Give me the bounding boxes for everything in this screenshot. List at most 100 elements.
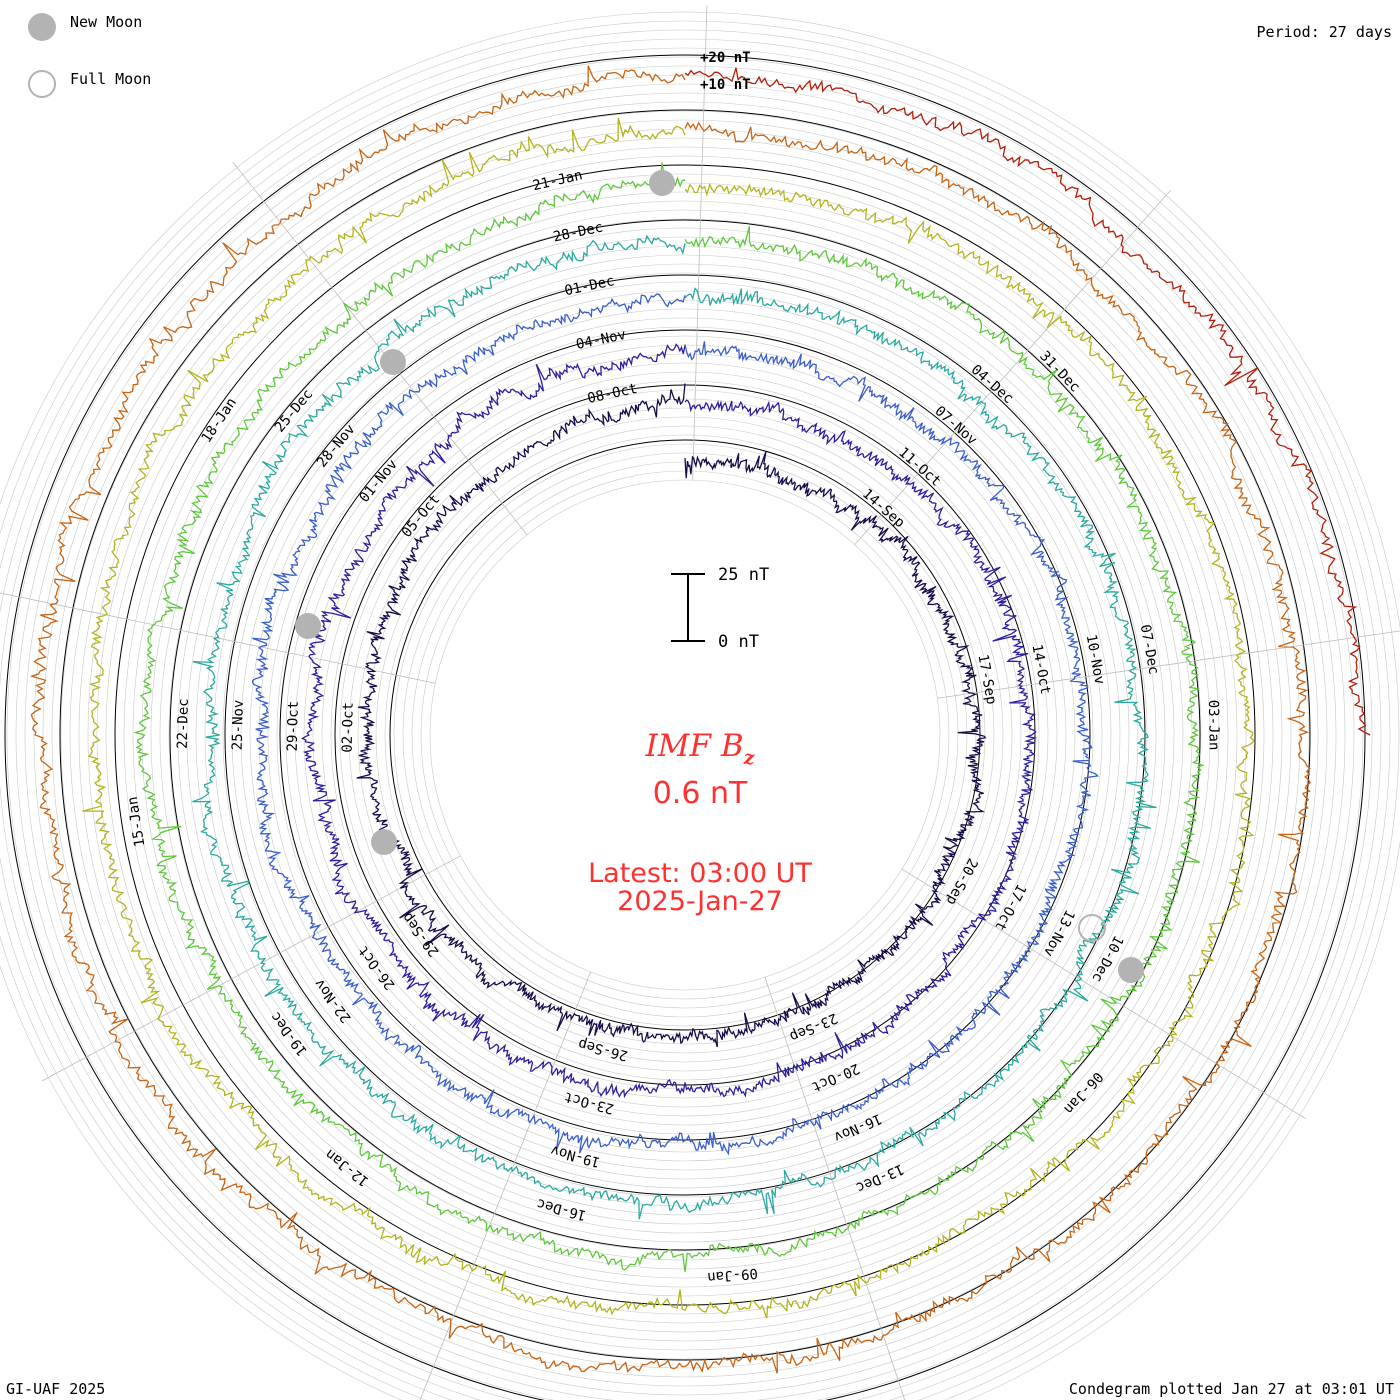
- grid-ring: [0, 20, 1400, 1400]
- date-label: 01-Nov: [356, 457, 401, 506]
- grid-ring: [276, 326, 1094, 1144]
- grid-ring: [6, 56, 1364, 1400]
- grid-ring: [384, 434, 986, 1036]
- series-rotation-8: [684, 67, 1371, 736]
- date-label: 19-Dec: [268, 1009, 311, 1059]
- scale-bar: 25 nT 0 nT: [671, 565, 769, 652]
- day-spoke: [854, 189, 1172, 545]
- full-moon-icon: [28, 70, 56, 98]
- grid-ring: [321, 371, 1049, 1099]
- date-label: 25-Nov: [230, 699, 247, 750]
- grid-ring: [348, 398, 1022, 1072]
- day-spoke: [419, 971, 592, 1400]
- series-rotation-7: [29, 65, 1312, 1374]
- grid-ring: [213, 263, 1157, 1207]
- date-label: 25-Dec: [272, 386, 317, 435]
- grid-ring: [87, 137, 1283, 1333]
- current-value: 0.6 nT: [652, 776, 748, 811]
- date-label: 13-Dec: [853, 1160, 906, 1195]
- scale-bar-bottom-label: 0 nT: [718, 632, 759, 652]
- grid-ring: [42, 92, 1328, 1378]
- grid-ring: [168, 218, 1202, 1252]
- series-rotation-4: [192, 234, 1157, 1220]
- new-moon-marker: [295, 613, 321, 639]
- grid-ring: [51, 101, 1319, 1369]
- day-spoke: [41, 855, 461, 1082]
- series-rotation-5: [133, 162, 1205, 1272]
- grid-ring: [96, 146, 1274, 1324]
- plus10-label: +10 nT: [700, 77, 751, 93]
- date-labels: 14-Sep17-Sep20-Sep23-Sep26-Sep29-Sep02-O…: [125, 167, 1222, 1285]
- date-label: 28-Dec: [552, 219, 605, 245]
- day-spokes: [0, 5, 1400, 1400]
- plus20-label: +20 nT: [700, 50, 751, 66]
- grid-ring: [231, 281, 1139, 1189]
- footer-credit: GI-UAF 2025: [6, 1380, 106, 1398]
- grid-ring: [177, 227, 1193, 1243]
- new-moon-marker: [371, 829, 397, 855]
- grid-ring: [132, 182, 1238, 1288]
- date-label: 16-Dec: [535, 1195, 588, 1223]
- grid-ring: [0, 11, 1400, 1400]
- scale-bar-top-label: 25 nT: [718, 565, 769, 585]
- grid-ring: [204, 254, 1166, 1216]
- period-label: Period: 27 days: [1256, 23, 1392, 41]
- latest-time: Latest: 03:00 UT: [588, 858, 812, 889]
- title-main: IMF B: [645, 728, 744, 764]
- date-label: 03-Jan: [1205, 700, 1222, 751]
- grid-ring: [78, 128, 1292, 1342]
- day-spoke: [232, 161, 528, 536]
- footer-timestamp: Condegram plotted Jan 27 at 03:01 UT: [1068, 1380, 1394, 1398]
- date-label: 09-Jan: [707, 1265, 759, 1285]
- day-spoke: [764, 977, 906, 1400]
- date-label: 02-Oct: [340, 702, 357, 753]
- day-spoke: [901, 868, 1307, 1120]
- new-moon-marker: [1118, 957, 1144, 983]
- new-moon-icon: [28, 13, 56, 41]
- date-label: 22-Dec: [175, 698, 192, 749]
- grid-ring: [357, 407, 1013, 1063]
- rotation-baseline: [4, 54, 1366, 1400]
- rotation-baseline: [59, 109, 1311, 1361]
- grid-ring: [159, 209, 1211, 1261]
- day-spoke: [937, 630, 1400, 699]
- day-spoke: [0, 592, 436, 684]
- grid-ring: [186, 236, 1184, 1234]
- new-moon-label: New Moon: [70, 13, 143, 31]
- date-label: 31-Dec: [1036, 348, 1083, 395]
- grid-ring: [0, 38, 1382, 1400]
- grid-ring: [258, 308, 1112, 1162]
- moon-markers: [295, 170, 1144, 983]
- grid-ring: [303, 353, 1067, 1117]
- latest-date: 2025-Jan-27: [617, 886, 783, 917]
- title-subscript: z: [743, 747, 755, 769]
- grid-ring: [15, 65, 1355, 1400]
- grid-ring: [0, 47, 1373, 1400]
- date-label: 26-Sep: [577, 1035, 630, 1063]
- grid-ring: [393, 443, 977, 1027]
- date-label: 29-Oct: [285, 701, 302, 752]
- grid-ring: [0, 29, 1391, 1400]
- grid-ring: [429, 479, 941, 991]
- grid-ring: [123, 173, 1247, 1297]
- date-label: 28-Nov: [314, 421, 359, 470]
- rotation-baseline: [169, 219, 1201, 1251]
- date-label: 15-Jan: [125, 795, 149, 847]
- date-label: 21-Jan: [531, 167, 584, 194]
- rotation-baseline: [224, 274, 1146, 1196]
- grid-ring: [312, 362, 1058, 1108]
- series-rotation-3: [251, 293, 1100, 1156]
- grid-ring: [420, 470, 950, 1000]
- grid-ring: [402, 452, 968, 1018]
- date-label: 08-Oct: [586, 381, 639, 407]
- date-label: 23-Sep: [787, 1010, 840, 1045]
- grid-ring: [375, 425, 995, 1045]
- grid-ring: [330, 380, 1040, 1090]
- series-rotation-6: [82, 117, 1255, 1319]
- grid-ring: [24, 74, 1346, 1396]
- new-moon-marker: [380, 349, 406, 375]
- series-rotation-2: [301, 343, 1038, 1099]
- grid-ring: [33, 83, 1337, 1387]
- date-label: 01-Dec: [563, 273, 616, 299]
